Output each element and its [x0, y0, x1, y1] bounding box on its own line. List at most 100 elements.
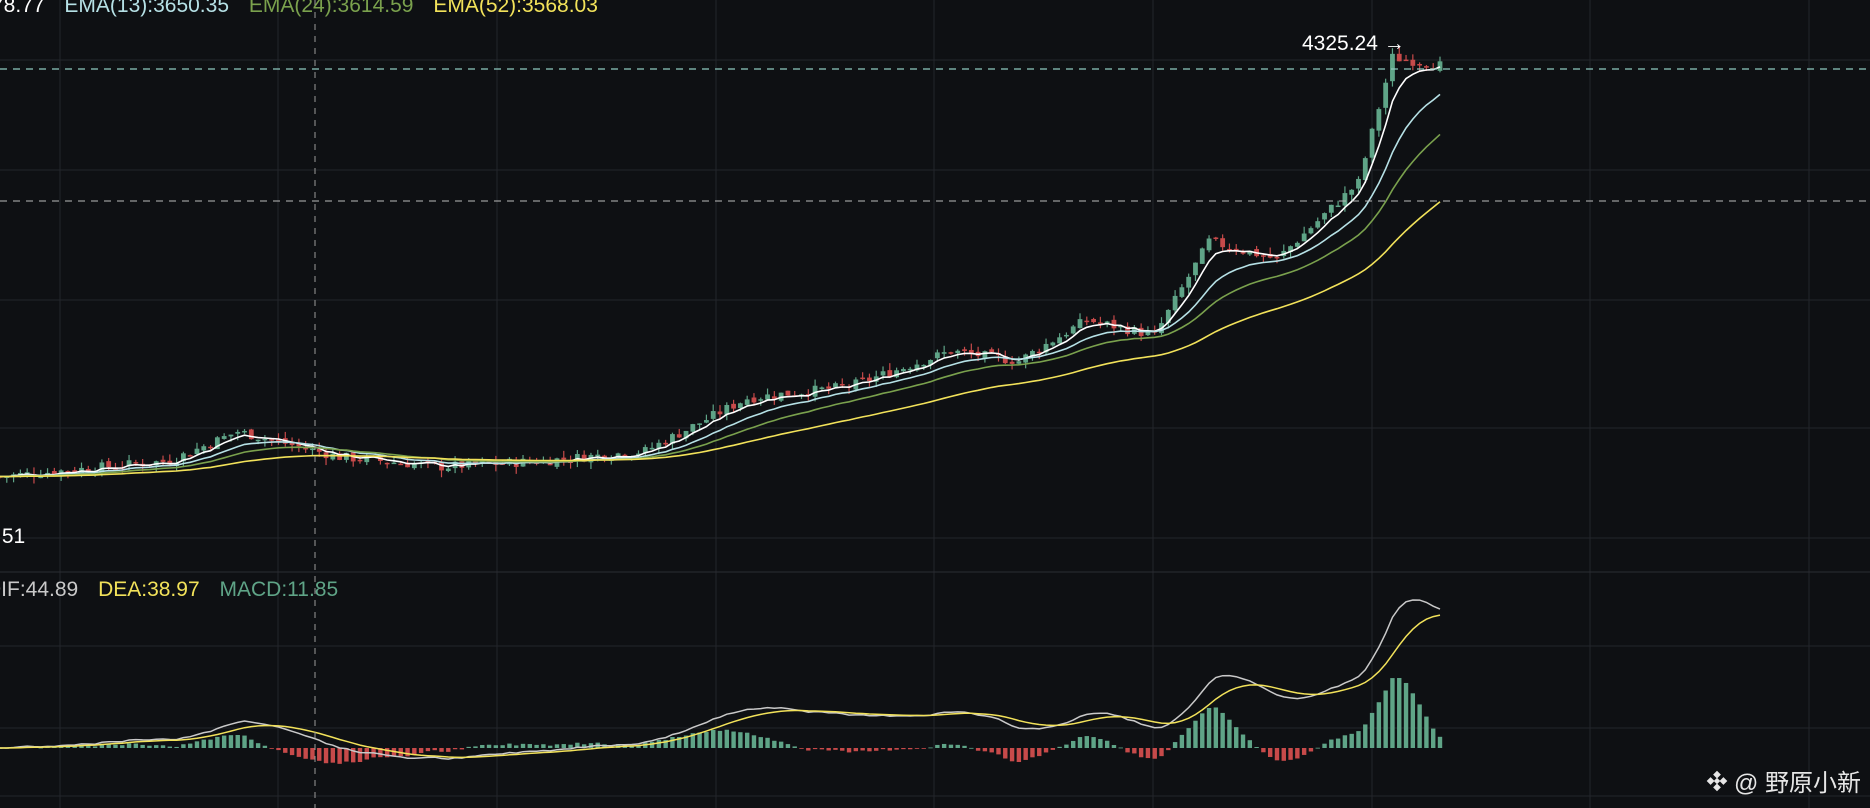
- candle-body: [1165, 309, 1171, 323]
- macd-bar-positive: [1369, 712, 1375, 748]
- candle-body: [106, 461, 112, 468]
- candle-body: [276, 439, 281, 442]
- macd-bar-positive: [778, 741, 784, 748]
- candle-body: [1390, 53, 1395, 82]
- macd-bar-positive: [154, 745, 159, 748]
- macd-bar-negative: [826, 748, 831, 751]
- macd-bar-positive: [106, 743, 111, 748]
- candle-body: [704, 420, 709, 423]
- macd-bar-negative: [1009, 748, 1015, 762]
- macd-bar-negative: [1274, 748, 1280, 761]
- macd-bar-positive: [1376, 702, 1382, 748]
- macd-bar-negative: [303, 748, 308, 759]
- candle-body: [1002, 356, 1008, 364]
- candle-body: [1322, 213, 1327, 220]
- candle-body: [989, 349, 995, 353]
- candle-body: [1220, 238, 1226, 248]
- candle-body: [826, 386, 832, 389]
- candle-body: [1437, 61, 1443, 71]
- macd-bar-positive: [1064, 744, 1069, 748]
- macd-bar-positive: [1383, 690, 1388, 748]
- macd-bar-positive: [649, 741, 655, 748]
- candle-body: [982, 351, 988, 359]
- candle-body: [262, 438, 268, 441]
- macd-bar-positive: [486, 744, 492, 748]
- macd-bar-negative: [1023, 748, 1028, 760]
- candle-body: [439, 462, 444, 471]
- ema52-legend: EMA(52):3568.03: [433, 0, 598, 17]
- macd-bar-positive: [744, 732, 750, 748]
- macd-bar-positive: [568, 744, 573, 748]
- macd-bar-positive: [724, 729, 729, 748]
- macd-bar-positive: [242, 735, 247, 748]
- macd-bar-positive: [1240, 734, 1246, 748]
- candle-body: [955, 350, 961, 354]
- candle-body: [1193, 262, 1198, 276]
- macd-bar-positive: [1200, 713, 1205, 748]
- candle-body: [900, 369, 906, 372]
- macd-bar-negative: [351, 748, 356, 763]
- macd-bar-negative: [921, 748, 926, 749]
- candle-body: [690, 424, 696, 432]
- macd-bar-positive: [547, 745, 553, 748]
- macd-bar-positive: [1071, 740, 1076, 748]
- macd-bar-negative: [412, 748, 417, 755]
- candle-body: [72, 470, 78, 473]
- macd-bar-positive: [527, 744, 533, 748]
- macd-bar-positive: [561, 744, 566, 748]
- macd-bar-negative: [1125, 748, 1130, 753]
- macd-bar-negative: [1152, 748, 1157, 759]
- macd-bar-positive: [221, 735, 227, 748]
- macd-bar-negative: [391, 748, 397, 757]
- macd-value-legend: MACD:11.85: [219, 578, 339, 601]
- macd-bar-positive: [500, 745, 505, 748]
- ema52-line: [0, 201, 1441, 478]
- macd-bar-positive: [948, 744, 954, 748]
- macd-bar-positive: [1234, 727, 1239, 748]
- candle-body: [1383, 82, 1389, 108]
- candle-body: [38, 476, 44, 479]
- candle-body: [744, 399, 750, 405]
- macd-bar-positive: [677, 736, 682, 748]
- macd-bar-positive: [140, 744, 145, 748]
- macd-bar-negative: [853, 748, 859, 752]
- ema-lines: [0, 66, 1441, 478]
- candle-body: [934, 352, 940, 359]
- candle-body: [269, 439, 275, 441]
- macd-bar-positive: [208, 739, 213, 748]
- macd-bar-positive: [1091, 737, 1096, 748]
- candle-body: [473, 460, 478, 465]
- macd-bar-positive: [201, 739, 206, 748]
- macd-bar-positive: [534, 744, 539, 748]
- macd-bar-positive: [1172, 742, 1178, 748]
- candle-body: [1227, 248, 1232, 251]
- candle-body: [187, 455, 193, 457]
- macd-bar-positive: [663, 739, 668, 748]
- dif-line: [0, 599, 1441, 760]
- macd-bar-negative: [989, 748, 994, 753]
- candle-body: [411, 463, 417, 469]
- macd-bar-positive: [120, 745, 125, 748]
- candle-body: [1260, 255, 1266, 257]
- macd-bar-negative: [276, 748, 281, 751]
- macd-bar-negative: [296, 748, 302, 757]
- macd-bar-positive: [1186, 728, 1191, 748]
- macd-bar-negative: [901, 748, 906, 750]
- macd-bar-positive: [941, 743, 947, 748]
- candle-body: [364, 456, 370, 463]
- macd-bar-positive: [711, 729, 716, 748]
- macd-bar-positive: [731, 731, 736, 748]
- macd-bar-positive: [955, 744, 960, 748]
- macd-bar-positive: [656, 740, 662, 748]
- macd-bar-negative: [1138, 748, 1144, 758]
- macd-bar-negative: [418, 748, 424, 753]
- candle-body: [1410, 59, 1416, 66]
- macd-bar-positive: [738, 732, 743, 748]
- macd-bar-positive: [167, 746, 173, 748]
- macd-bar-negative: [323, 748, 329, 764]
- candle-body: [133, 462, 139, 464]
- macd-bar-positive: [1111, 745, 1117, 748]
- macd-bar-negative: [1132, 748, 1137, 754]
- macd-bar-positive: [1193, 720, 1198, 748]
